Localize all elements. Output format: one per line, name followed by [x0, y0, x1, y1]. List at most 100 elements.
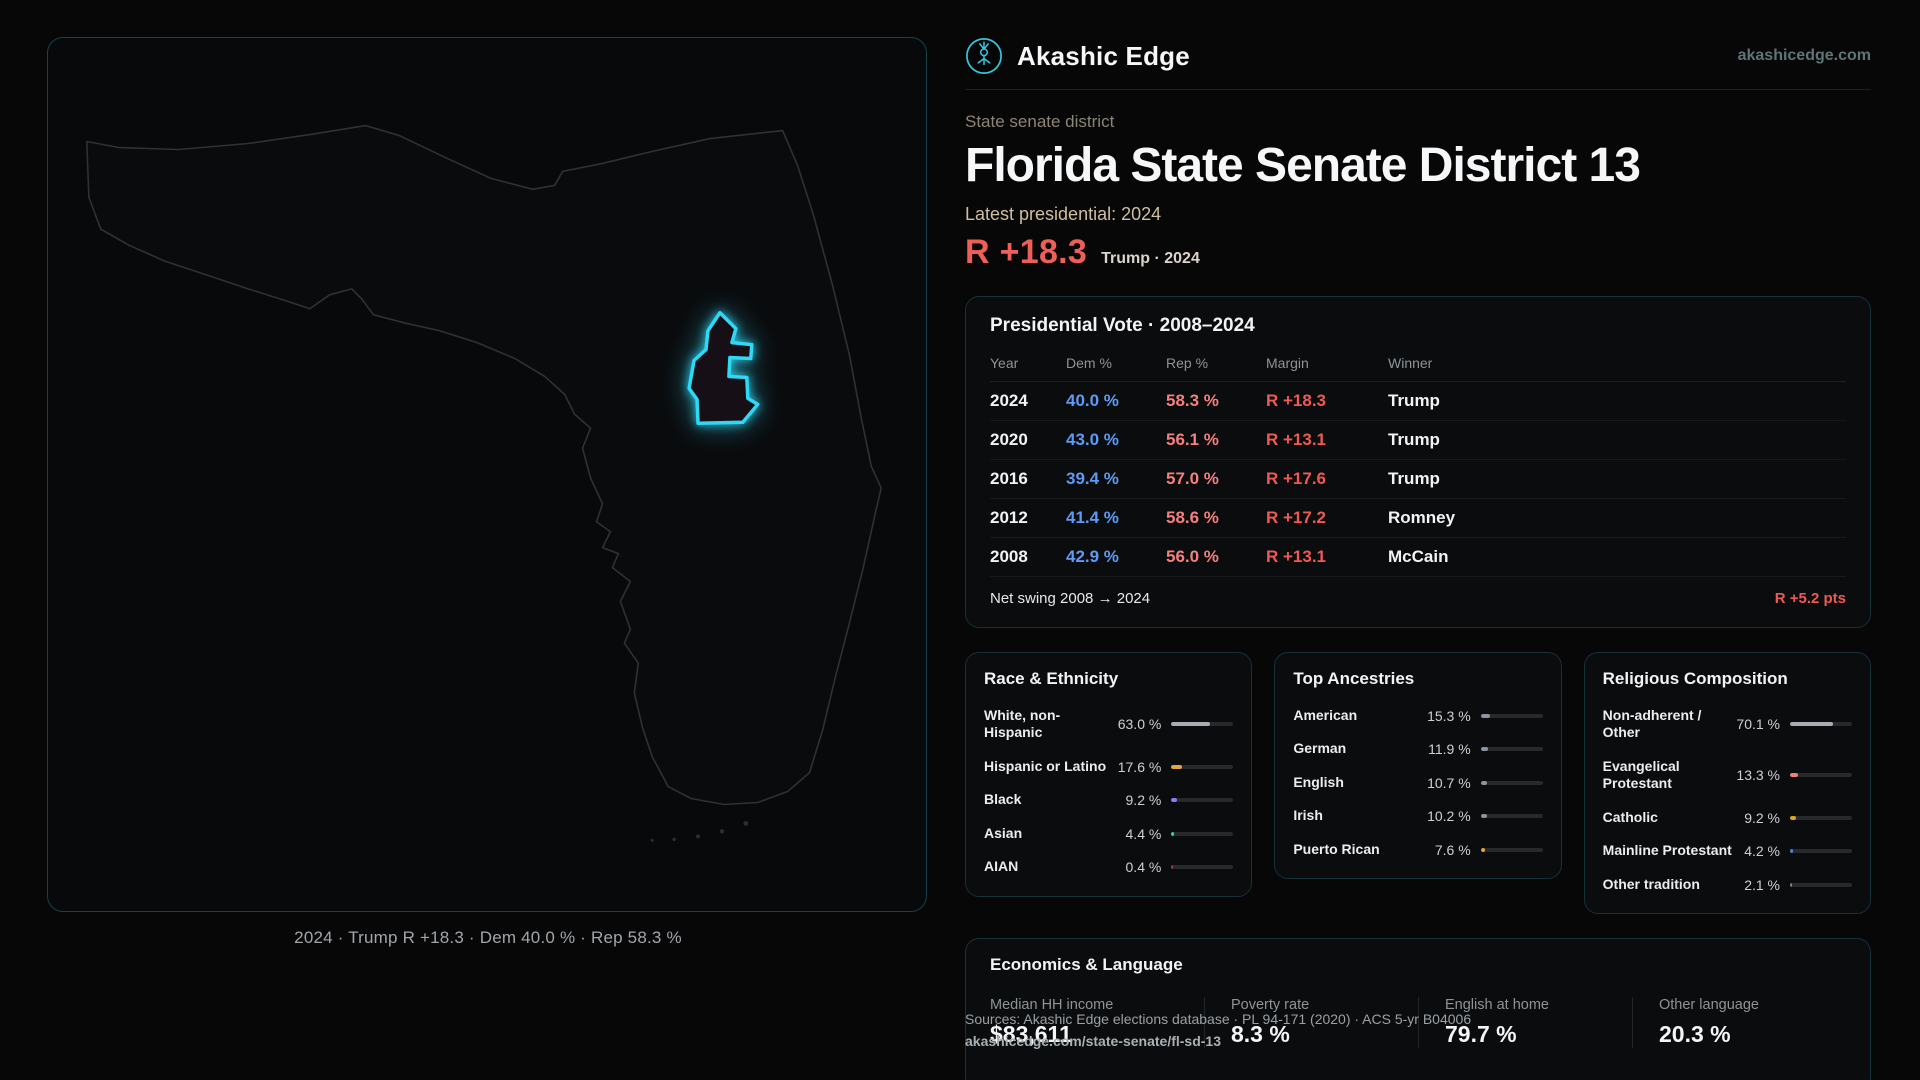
table-row: 2008 42.9 % 56.0 % R +13.1 McCain	[990, 538, 1846, 577]
presidential-table: Year Dem % Rep % Margin Winner 2024 40.0…	[990, 349, 1846, 615]
stat-other-language: Other language 20.3 %	[1632, 997, 1846, 1049]
ancestries-card-title: Top Ancestries	[1293, 668, 1415, 688]
stat-poverty-rate: Poverty rate 8.3 %	[1204, 997, 1418, 1049]
latest-presidential-label: Latest presidential: 2024	[965, 203, 1162, 224]
mini-bar	[1480, 814, 1543, 819]
col-header-winner: Winner	[1388, 354, 1433, 371]
rep-cell: 57.0 %	[1166, 468, 1219, 488]
mini-bar	[1171, 764, 1234, 769]
ancestry-value: 11.9 %	[1428, 741, 1471, 758]
table-row: 2020 43.0 % 56.1 % R +13.1 Trump	[990, 421, 1846, 460]
stat-value: 20.3 %	[1659, 1021, 1731, 1048]
mini-bar	[1171, 798, 1234, 803]
mini-bar	[1790, 773, 1852, 778]
list-item: Other tradition 2.1 %	[1603, 868, 1852, 902]
ancestry-label: American	[1293, 706, 1358, 723]
list-item: Mainline Protestant 4.2 %	[1603, 834, 1852, 868]
winner-cell: Romney	[1388, 507, 1456, 527]
economics-stats: Median HH income $83,611 Poverty rate 8.…	[990, 997, 1846, 1049]
col-header-margin: Margin	[1266, 354, 1309, 371]
religion-value: 70.1 %	[1736, 716, 1780, 733]
stat-english-at-home: English at home 79.7 %	[1418, 997, 1632, 1049]
ancestry-value: 10.7 %	[1427, 774, 1471, 791]
net-swing-row: Net swing 2008 → 2024 R +5.2 pts	[990, 577, 1846, 615]
year-cell: 2012	[990, 507, 1028, 527]
race-value: 4.4 %	[1125, 825, 1162, 842]
religion-label: Mainline Protestant	[1602, 842, 1732, 859]
religion-value: 9.2 %	[1744, 809, 1780, 826]
florida-map	[86, 124, 882, 842]
list-item: Hispanic or Latino 17.6 %	[984, 750, 1234, 784]
details-column: Akashic Edge akashicedge.com State senat…	[965, 37, 1871, 1080]
district-highlight-shape[interactable]	[687, 310, 760, 425]
list-item: Catholic 9.2 %	[1603, 801, 1852, 835]
margin-cell: R +18.3	[1266, 390, 1327, 410]
col-header-year: Year	[990, 354, 1019, 371]
list-item: English 10.7 %	[1293, 766, 1543, 800]
ancestry-value: 10.2 %	[1427, 808, 1471, 825]
winner-cell: Trump	[1388, 429, 1440, 449]
ancestry-label: Puerto Rican	[1293, 840, 1380, 857]
religion-label: Catholic	[1602, 808, 1658, 825]
race-label: Asian	[984, 824, 1023, 841]
rep-cell: 56.0 %	[1166, 546, 1219, 566]
year-cell: 2016	[990, 468, 1028, 488]
religion-card-title: Religious Composition	[1602, 668, 1788, 688]
stat-value: 8.3 %	[1231, 1021, 1290, 1048]
winner-cell: Trump	[1388, 390, 1440, 410]
mini-bar	[1171, 722, 1234, 727]
year-cell: 2020	[990, 429, 1028, 449]
map-column: 2024 · Trump R +18.3 · Dem 40.0 % · Rep …	[47, 37, 929, 1080]
stat-label: Median HH income	[990, 997, 1114, 1014]
map-caption: 2024 · Trump R +18.3 · Dem 40.0 % · Rep …	[294, 928, 682, 947]
table-row: 2024 40.0 % 58.3 % R +18.3 Trump	[990, 382, 1846, 421]
mini-bar	[1480, 713, 1543, 718]
stat-value: 79.7 %	[1445, 1021, 1517, 1048]
net-swing-value: R +5.2 pts	[1774, 589, 1846, 607]
table-header-row: Year Dem % Rep % Margin Winner	[990, 349, 1846, 382]
list-item: Evangelical Protestant 13.3 %	[1603, 750, 1852, 801]
winner-cell: McCain	[1388, 546, 1449, 566]
page-title: Florida State Senate District 13	[965, 139, 1641, 192]
headline-margin-row: R +18.3 Trump · 2024	[965, 233, 1871, 272]
sources-url[interactable]: akashicedge.com/state-senate/fl-sd-13	[965, 1033, 1221, 1049]
list-item: Puerto Rican 7.6 %	[1293, 833, 1543, 867]
ancestry-value: 7.6 %	[1434, 841, 1471, 858]
race-label: Black	[984, 791, 1022, 808]
brand-name: Akashic Edge	[1017, 40, 1190, 71]
religion-value: 2.1 %	[1744, 876, 1780, 893]
race-ethnicity-card: Race & Ethnicity White, non-Hispanic 63.…	[965, 651, 1253, 897]
religion-label: Non-adherent / Other	[1602, 706, 1702, 741]
mini-bar	[1480, 780, 1543, 785]
stat-value: $83,611	[990, 1021, 1072, 1048]
margin-cell: R +17.2	[1266, 507, 1327, 527]
religion-card: Religious Composition Non-adherent / Oth…	[1583, 651, 1871, 915]
stat-label: Poverty rate	[1231, 997, 1310, 1014]
ancestry-label: English	[1293, 773, 1344, 790]
religion-label: Other tradition	[1602, 875, 1700, 892]
headline-margin-context: Trump · 2024	[1101, 249, 1200, 267]
religion-value: 4.2 %	[1744, 843, 1780, 860]
rep-cell: 56.1 %	[1166, 429, 1219, 449]
stat-label: Other language	[1659, 997, 1759, 1014]
list-item: Black 9.2 %	[984, 783, 1234, 817]
rep-cell: 58.3 %	[1166, 390, 1219, 410]
margin-cell: R +13.1	[1266, 546, 1327, 566]
brand-domain-link[interactable]: akashicedge.com	[1737, 47, 1871, 64]
ancestry-label: German	[1293, 740, 1347, 757]
race-value: 17.6 %	[1117, 758, 1162, 775]
economics-card-title: Economics & Language	[990, 955, 1183, 975]
race-card-title: Race & Ethnicity	[984, 668, 1119, 688]
col-header-rep: Rep %	[1166, 354, 1209, 371]
mini-bar	[1480, 747, 1543, 752]
dem-cell: 42.9 %	[1066, 546, 1119, 566]
dem-cell: 39.4 %	[1066, 468, 1119, 488]
list-item: American 15.3 %	[1293, 699, 1543, 733]
ancestry-label: Irish	[1293, 807, 1323, 824]
col-header-dem: Dem %	[1066, 354, 1112, 371]
mini-bar	[1480, 847, 1543, 852]
year-cell: 2024	[990, 390, 1028, 410]
list-item: White, non-Hispanic 63.0 %	[984, 699, 1234, 750]
winner-cell: Trump	[1388, 468, 1440, 488]
